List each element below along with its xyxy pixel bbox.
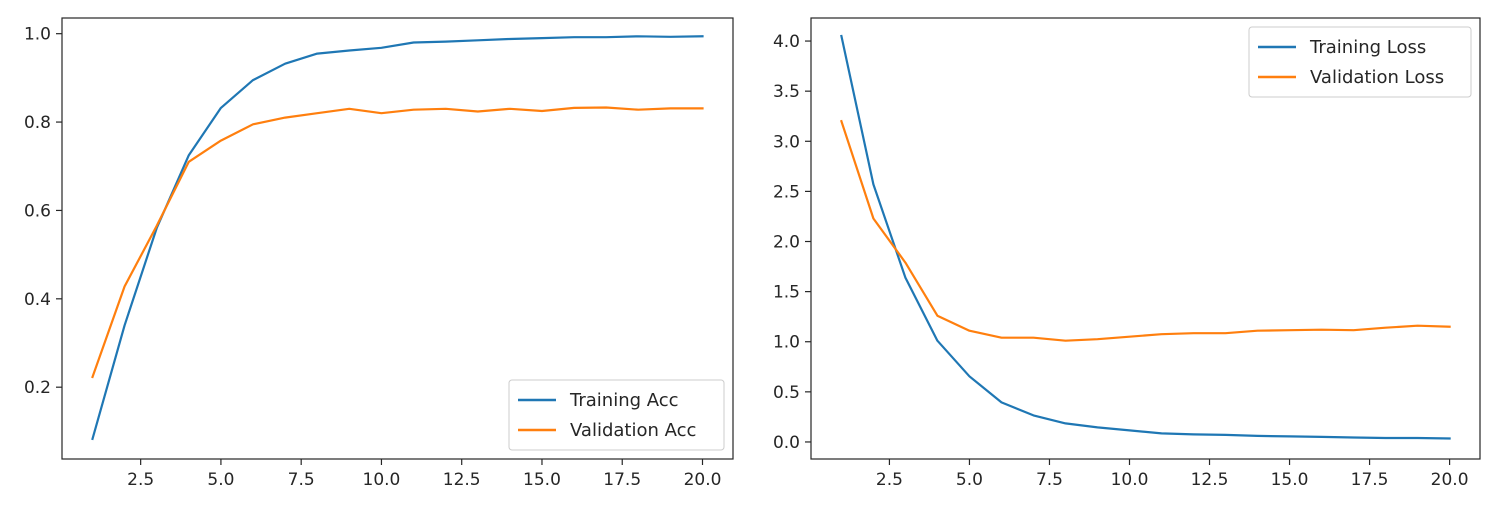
x-tick-label: 20.0 (1431, 470, 1469, 490)
y-tick-label: 0.8 (24, 113, 51, 133)
x-tick-label: 12.5 (1191, 470, 1229, 490)
plot-frame (810, 17, 1481, 460)
x-tick-label: 20.0 (684, 470, 722, 490)
accuracy-chart: 2.5 5.0 7.5 10.0 12.5 15.0 17.5 20.0 0.2 0.4 0.6 0.… (24, 17, 734, 490)
y-tick-label: 4.0 (773, 32, 800, 52)
y-tick-label: 0.4 (24, 290, 51, 310)
y-tick-label: 0.5 (773, 383, 800, 403)
x-tick-label: 10.0 (1111, 470, 1149, 490)
x-tick-label: 7.5 (1036, 470, 1063, 490)
legend-label: Validation Loss (1310, 67, 1444, 88)
legend-label: Training Acc (569, 390, 679, 411)
validation-acc-line (91, 106, 704, 379)
x-tick-label: 17.5 (1351, 470, 1389, 490)
x-tick-label: 15.0 (1271, 470, 1309, 490)
y-tick-label: 0.2 (24, 378, 51, 398)
y-tick-label: 0.0 (773, 433, 800, 453)
training-acc-line (91, 35, 704, 441)
legend-label: Validation Acc (570, 420, 696, 441)
plot-frame (61, 17, 734, 460)
loss-chart: 2.5 5.0 7.5 10.0 12.5 15.0 17.5 20.0 0.0 0.5 1.0 1.… (773, 17, 1481, 490)
x-tick-label: 5.0 (956, 470, 983, 490)
y-tick-label: 3.5 (773, 82, 800, 102)
x-tick-label: 10.0 (363, 470, 401, 490)
y-tick-label: 1.0 (24, 25, 51, 45)
x-tick-label: 15.0 (523, 470, 561, 490)
y-tick-label: 2.0 (773, 233, 800, 253)
y-tick-label: 2.5 (773, 182, 800, 202)
x-tick-label: 17.5 (603, 470, 641, 490)
y-tick-label: 1.0 (773, 333, 800, 353)
x-tick-label: 5.0 (207, 470, 234, 490)
validation-loss-line (840, 119, 1451, 342)
x-tick-label: 2.5 (876, 470, 903, 490)
legend: Training Loss Validation Loss (1248, 26, 1472, 98)
legend-box (1248, 26, 1472, 98)
training-loss-line (840, 34, 1451, 440)
x-tick-label: 12.5 (443, 470, 481, 490)
y-tick-label: 3.0 (773, 132, 800, 152)
x-tick-label: 2.5 (127, 470, 154, 490)
legend-box (508, 379, 725, 451)
legend-label: Training Loss (1309, 37, 1426, 58)
x-tick-label: 7.5 (288, 470, 315, 490)
y-tick-label: 1.5 (773, 283, 800, 303)
y-tick-label: 0.6 (24, 201, 51, 221)
legend: Training Acc Validation Acc (508, 379, 725, 451)
